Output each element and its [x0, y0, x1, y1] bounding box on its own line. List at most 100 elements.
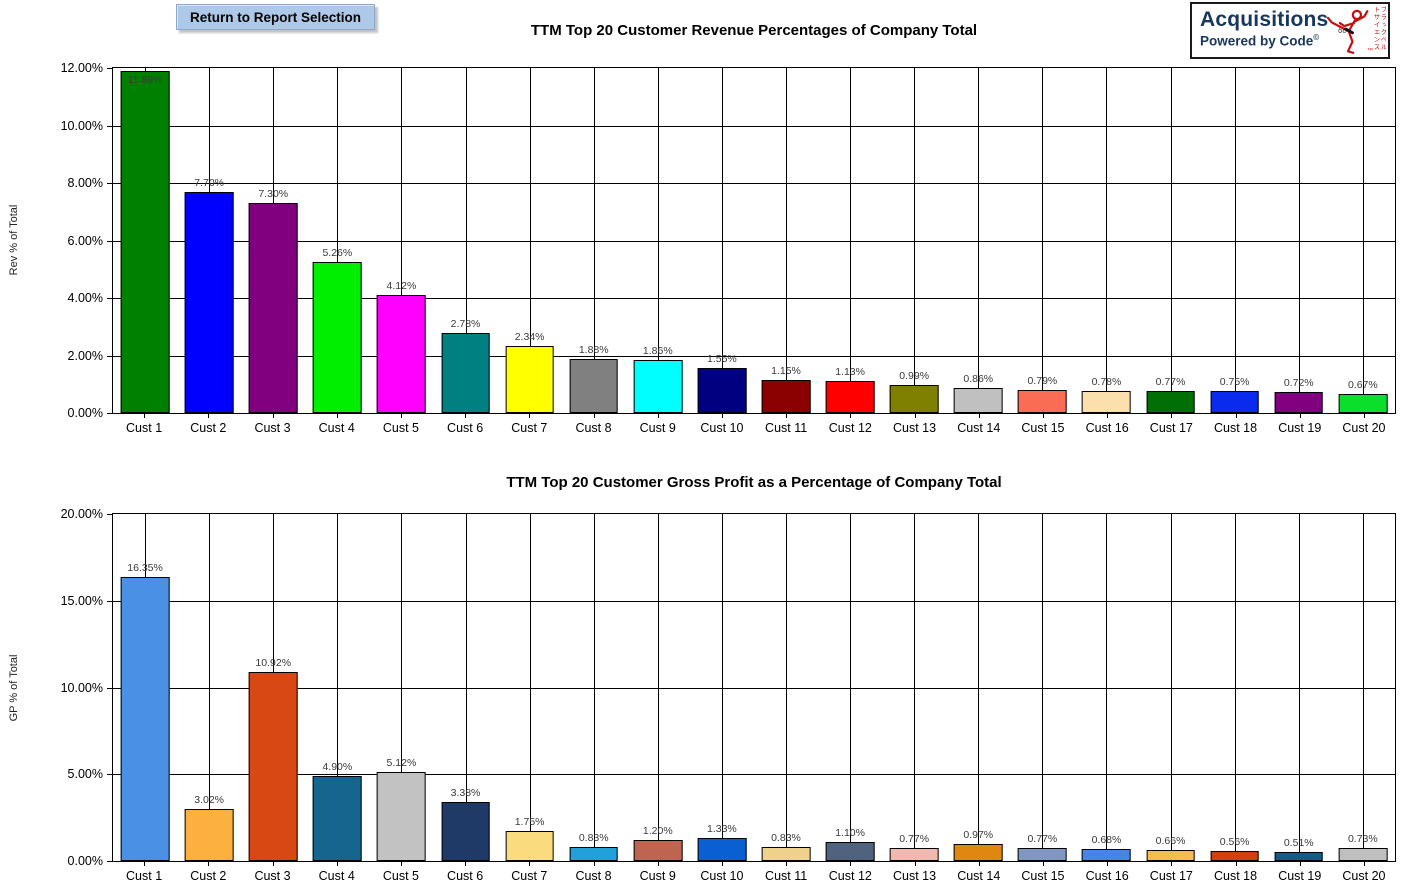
x-tick-label: Cust 19	[1268, 414, 1332, 438]
vertical-gridline	[1042, 68, 1044, 413]
x-tick-label: Cust 12	[818, 414, 882, 438]
vertical-gridline	[721, 514, 723, 861]
bar-cust-12	[825, 841, 875, 861]
vertical-gridline	[1362, 514, 1364, 861]
x-tick-mark	[657, 414, 659, 418]
y-tick-label: 4.00%	[67, 291, 103, 305]
category-label: Cust 18	[1214, 421, 1258, 435]
gross-profit-chart-title: TTM Top 20 Customer Gross Profit as a Pe…	[506, 474, 1002, 491]
x-tick-label: Cust 8	[561, 414, 625, 438]
x-tick-mark	[272, 862, 274, 866]
x-tick-label: Cust 20	[1332, 862, 1396, 886]
bar-cust-1	[120, 71, 170, 413]
data-label: 3.02%	[194, 793, 225, 806]
x-tick-label: Cust 6	[433, 862, 497, 886]
columns: 11.89% 7.70% 7.30% 5.26% 4.12% 2.78% 2.34% 1.88…	[113, 68, 1395, 413]
bar-cust-12	[825, 380, 875, 413]
x-tick-mark	[400, 862, 402, 866]
bar-cust-16	[1082, 849, 1131, 861]
vertical-gridline	[593, 68, 595, 413]
data-label: 3.38%	[450, 787, 481, 800]
vertical-gridline	[1234, 514, 1236, 861]
x-tick-label: Cust 15	[1011, 862, 1075, 886]
x-tick-mark	[1235, 414, 1237, 418]
category-label: Cust 1	[126, 869, 163, 883]
vertical-gridline	[785, 68, 787, 413]
y-tick-mark	[107, 125, 113, 127]
x-tick-mark	[1171, 862, 1173, 866]
y-tick-mark	[107, 413, 113, 414]
y-tick-mark	[107, 514, 113, 515]
category-column: 1.10%	[818, 514, 882, 861]
vertical-gridline	[1170, 514, 1172, 861]
bar-cust-2	[184, 191, 234, 413]
gridline	[113, 600, 1395, 602]
data-label: 7.70%	[194, 176, 225, 189]
category-label: Cust 6	[447, 869, 484, 883]
bar-cust-11	[761, 379, 811, 413]
x-tick-label: Cust 10	[690, 862, 754, 886]
data-label: 0.51%	[1283, 837, 1314, 850]
bar-cust-13	[889, 847, 939, 861]
vertical-gridline	[850, 68, 852, 413]
x-tick-mark	[1235, 862, 1237, 866]
bar-cust-7	[505, 830, 554, 861]
category-label: Cust 9	[639, 421, 676, 435]
data-label: 0.83%	[578, 831, 609, 844]
category-column: 16.35%	[113, 514, 177, 861]
category-label: Cust 11	[765, 869, 808, 883]
bar-cust-20	[1338, 848, 1388, 861]
bar-cust-15	[1018, 390, 1067, 413]
bar-cust-5	[377, 294, 426, 413]
category-label: Cust 1	[126, 421, 163, 435]
category-column: 0.73%	[1331, 514, 1395, 861]
x-tick-label: Cust 3	[240, 862, 304, 886]
bar-cust-3	[248, 671, 298, 861]
vertical-gridline	[401, 68, 403, 413]
bar-cust-7	[505, 345, 554, 413]
y-tick-label: 2.00%	[67, 348, 103, 363]
x-tick-mark	[1299, 414, 1301, 418]
gridline	[113, 298, 1395, 299]
karate-figure-icon	[1326, 9, 1369, 54]
logo-vertical-text: ブラックベルトサイエンス	[1372, 6, 1386, 51]
category-label: Cust 3	[254, 869, 291, 883]
vertical-gridline	[721, 68, 723, 413]
category-column: 0.67%	[1331, 68, 1395, 413]
x-tick-mark	[593, 862, 595, 866]
category-label: Cust 13	[892, 421, 937, 435]
data-label: 0.86%	[963, 373, 994, 386]
return-to-report-selection-button[interactable]: Return to Report Selection	[176, 4, 376, 30]
bar-cust-9	[633, 840, 683, 861]
x-tick-label: Cust 16	[1075, 862, 1139, 886]
x-tick-mark	[978, 414, 980, 418]
category-column: 0.51%	[1267, 514, 1331, 861]
category-column: 0.79%	[1010, 68, 1074, 413]
category-label: Cust 3	[254, 421, 291, 435]
revenue-chart-title: TTM Top 20 Customer Revenue Percentages …	[530, 22, 978, 39]
bar-cust-15	[1018, 847, 1067, 861]
x-tick-mark	[336, 414, 338, 418]
y-tick-label: 5.00%	[67, 767, 103, 782]
x-tick-mark	[721, 414, 723, 418]
category-column: 4.12%	[369, 68, 433, 413]
x-tick-mark	[1107, 414, 1109, 418]
columns: 16.35% 3.02% 10.92% 4.90% 5.12% 3.38% 1.75% 0.8…	[113, 514, 1395, 861]
x-tick-label: Cust 19	[1268, 862, 1332, 886]
vertical-gridline	[1042, 514, 1044, 861]
x-tick-label: Cust 2	[176, 862, 240, 886]
x-tick-mark	[786, 862, 788, 866]
x-tick-mark	[721, 862, 723, 866]
x-tick-mark	[144, 414, 146, 418]
bar-cust-14	[953, 844, 1003, 861]
category-label: Cust 2	[190, 869, 227, 883]
y-tick-mark	[107, 240, 113, 242]
bar-cust-17	[1146, 849, 1195, 861]
x-tick-mark	[593, 414, 595, 418]
category-column: 1.20%	[626, 514, 690, 861]
category-column: 5.12%	[369, 514, 433, 861]
category-label: Cust 7	[511, 421, 548, 435]
x-tick-label: Cust 18	[1203, 862, 1267, 886]
x-tick-mark	[529, 414, 531, 418]
category-column: 1.13%	[818, 68, 882, 413]
